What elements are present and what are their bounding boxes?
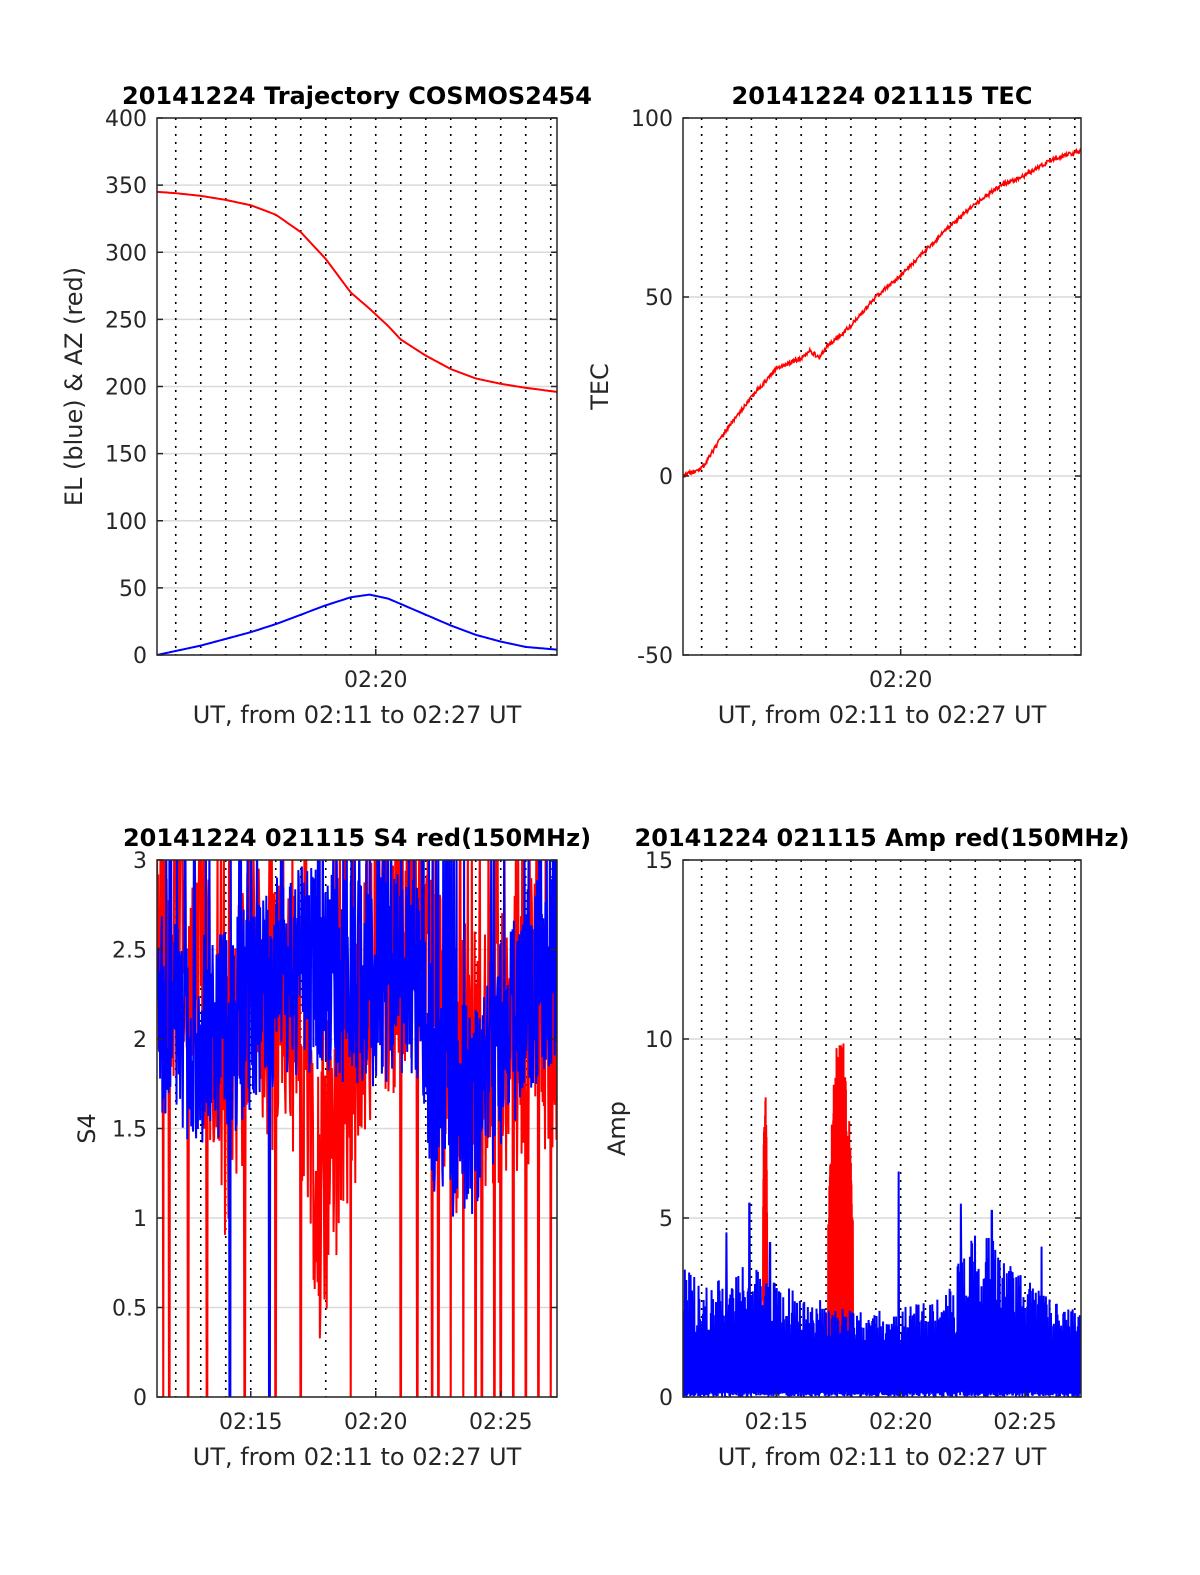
y-tick-label: 50	[119, 577, 147, 602]
chart-title: 20141224 021115 Amp red(150MHz)	[635, 824, 1130, 852]
chart-amp: 0 5 10 15 02:15 02:20 02:25 20141224 021115 Amp…	[603, 824, 1129, 1471]
chart-tec: -50 0 50 100 02:20 20141224 021115 TEC UT, fro…	[586, 82, 1082, 729]
series-line-red	[683, 147, 1081, 479]
x-tick-label: 02:25	[993, 1410, 1056, 1435]
x-tick-label: 02:20	[344, 668, 407, 693]
y-tick-label: 100	[105, 510, 147, 535]
series-group	[683, 147, 1081, 479]
y-axis-label: TEC	[586, 363, 614, 411]
y-axis-label: EL (blue) & AZ (red)	[60, 267, 88, 506]
chart-trajectory: 0 50 100 150 200 250 300 350 400 02:20 20141224 Tr…	[60, 82, 592, 729]
y-tick-label: 0	[133, 644, 147, 669]
y-tick-label: 1.5	[112, 1118, 147, 1143]
y-tick-label: 0	[659, 1386, 673, 1411]
y-tick-label: 50	[645, 286, 673, 311]
x-axis-label: UT, from 02:11 to 02:27 UT	[718, 1443, 1047, 1471]
y-tick-label: 250	[105, 308, 147, 333]
chart-title: 20141224 021115 S4 red(150MHz)	[123, 824, 591, 852]
x-axis-label: UT, from 02:11 to 02:27 UT	[193, 1443, 522, 1471]
y-tick-label: 400	[105, 107, 147, 132]
y-tick-label: 0.5	[112, 1297, 147, 1322]
y-tick-label: 0	[133, 1386, 147, 1411]
x-tick-label: 02:25	[469, 1410, 532, 1435]
y-tick-label: 10	[645, 1028, 673, 1053]
y-tick-label: 15	[645, 849, 673, 874]
x-tick-label: 02:20	[344, 1410, 407, 1435]
y-tick-label: 100	[631, 107, 673, 132]
y-tick-label: 350	[105, 174, 147, 199]
y-tick-label: 200	[105, 376, 147, 401]
y-tick-label: 300	[105, 241, 147, 266]
y-axis-label: Amp	[603, 1101, 631, 1156]
chart-title: 20141224 Trajectory COSMOS2454	[122, 82, 592, 110]
series-line-blue	[157, 593, 557, 655]
y-tick-label: 5	[659, 1207, 673, 1232]
x-axis-label: UT, from 02:11 to 02:27 UT	[193, 701, 522, 729]
series-line-red	[157, 190, 557, 393]
chart-s4: 0 0.5 1 1.5 2 2.5 3 02:15 02:20 02:25 20141224 021…	[73, 824, 591, 1471]
series-line-blue	[683, 1171, 1081, 1397]
x-axis-label: UT, from 02:11 to 02:27 UT	[718, 701, 1047, 729]
series-line-blue	[157, 860, 557, 1397]
chart-title: 20141224 021115 TEC	[732, 82, 1033, 110]
series-line-red	[157, 860, 557, 1397]
y-tick-label: -50	[637, 644, 673, 669]
y-tick-label: 0	[659, 465, 673, 490]
y-tick-label: 3	[133, 849, 147, 874]
series-group	[157, 860, 557, 1397]
series-group	[157, 190, 557, 655]
burst-line-0	[762, 1097, 769, 1329]
y-tick-label: 2	[133, 1028, 147, 1053]
x-tick-label: 02:20	[869, 668, 932, 693]
y-axis-label: S4	[73, 1113, 101, 1144]
axes-box	[682, 859, 1082, 1398]
y-tick-label: 150	[105, 443, 147, 468]
y-tick-label: 2.5	[112, 939, 147, 964]
y-tick-label: 1	[133, 1207, 147, 1232]
axes-box	[682, 117, 1082, 656]
series-group	[683, 1043, 1081, 1397]
x-tick-label: 02:15	[219, 1410, 282, 1435]
burst-line-1	[827, 1043, 854, 1347]
x-tick-label: 02:15	[745, 1410, 808, 1435]
x-tick-label: 02:20	[869, 1410, 932, 1435]
